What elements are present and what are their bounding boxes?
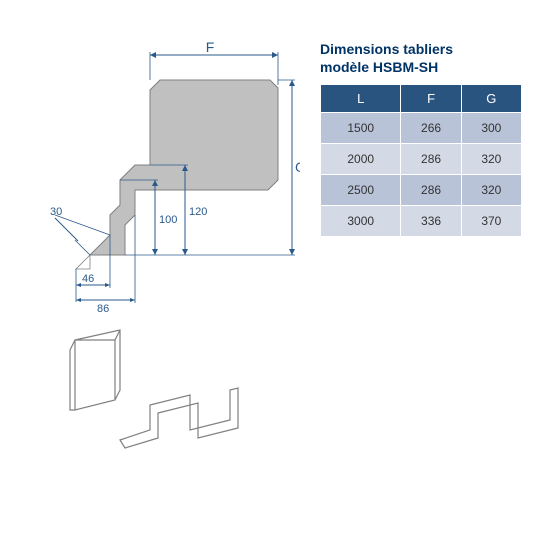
- dim-46-label: 46: [82, 273, 94, 285]
- dimensions-table-area: Dimensions tabliers modèle HSBM-SH L F G…: [320, 40, 522, 485]
- box-shape: [70, 330, 120, 410]
- title-line2: modèle HSBM-SH: [320, 59, 438, 75]
- dim-120-label: 120: [189, 206, 207, 218]
- col-f-header: F: [401, 85, 461, 113]
- col-g-header: G: [461, 85, 521, 113]
- dimensions-table: L F G 1500266300200028632025002863203000…: [320, 84, 522, 237]
- dim-30-ext2: [55, 215, 110, 235]
- dim-30-ext1: [75, 240, 90, 255]
- table-cell: 3000: [321, 206, 401, 237]
- step-shape: [120, 388, 238, 448]
- dim-100-label: 100: [159, 214, 177, 226]
- table-cell: 286: [401, 144, 461, 175]
- dim-86-label: 86: [97, 303, 109, 315]
- dim-30-label: 30: [50, 206, 62, 218]
- table-cell: 336: [401, 206, 461, 237]
- table-header-row: L F G: [321, 85, 522, 113]
- table-cell: 320: [461, 175, 521, 206]
- dim-30-line: [55, 218, 78, 241]
- arrow: [76, 283, 81, 287]
- arrow: [152, 249, 158, 255]
- table-cell: 320: [461, 144, 521, 175]
- table-title: Dimensions tabliers modèle HSBM-SH: [320, 40, 522, 76]
- table-cell: 2500: [321, 175, 401, 206]
- arrow: [130, 298, 135, 302]
- table-cell: 370: [461, 206, 521, 237]
- table-row: 2000286320: [321, 144, 522, 175]
- technical-diagram: F G 120 100: [20, 40, 300, 485]
- arrow: [150, 52, 156, 58]
- title-line1: Dimensions tabliers: [320, 41, 453, 57]
- table-cell: 2000: [321, 144, 401, 175]
- profile-drawing: F G 120 100: [20, 40, 300, 480]
- dim-f-label: F: [206, 40, 215, 55]
- angle-cut: [76, 255, 90, 269]
- table-row: 3000336370: [321, 206, 522, 237]
- arrow: [105, 283, 110, 287]
- col-l-header: L: [321, 85, 401, 113]
- arrow: [289, 249, 295, 255]
- arrow: [182, 249, 188, 255]
- table-cell: 1500: [321, 113, 401, 144]
- table-cell: 286: [401, 175, 461, 206]
- table-cell: 266: [401, 113, 461, 144]
- dim-g-label: G: [295, 159, 300, 175]
- table-row: 1500266300: [321, 113, 522, 144]
- table-row: 2500286320: [321, 175, 522, 206]
- arrow: [76, 298, 81, 302]
- arrow: [289, 80, 295, 86]
- arrow: [272, 52, 278, 58]
- table-cell: 300: [461, 113, 521, 144]
